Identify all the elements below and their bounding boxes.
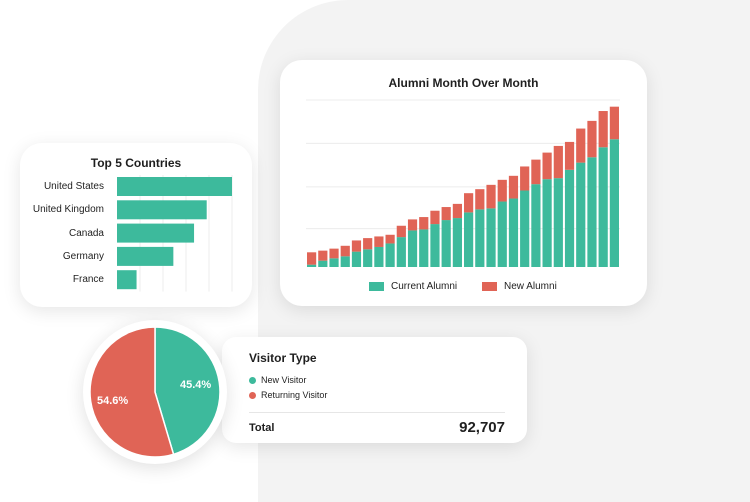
bar-new-alumni: [452, 203, 462, 219]
country-bar: [117, 223, 195, 243]
bar-new-alumni: [407, 219, 418, 231]
bar-current-alumni: [475, 209, 485, 267]
country-bar: [117, 246, 174, 266]
bar-new-alumni: [441, 207, 451, 221]
legend-dot: [249, 376, 256, 384]
top-countries-card: Top 5 Countries United States United King…: [20, 143, 252, 307]
legend-returning-visitor: Returning Visitor: [249, 390, 327, 400]
bar-current-alumni: [385, 243, 395, 267]
bar-new-alumni: [396, 225, 406, 238]
new-visitor-percent: 45.4%: [180, 379, 212, 391]
stacked-bar-chart: [306, 99, 620, 267]
bar-new-alumni: [531, 159, 541, 185]
bar-new-alumni: [419, 217, 429, 230]
bar-current-alumni: [508, 198, 519, 267]
returning-visitor-percent: 54.6%: [97, 395, 129, 407]
bar-current-alumni: [407, 230, 418, 267]
divider: [249, 412, 505, 413]
horizontal-bar-chart: [117, 175, 233, 292]
bar-current-alumni: [452, 218, 462, 267]
bar-new-alumni: [520, 166, 530, 191]
country-label: Canada: [68, 227, 104, 239]
country-label: Germany: [62, 250, 104, 262]
bar-new-alumni: [508, 175, 519, 199]
bar-new-alumni: [307, 252, 317, 265]
bar-current-alumni: [542, 179, 552, 267]
bar-new-alumni: [340, 245, 350, 257]
bar-new-alumni: [363, 238, 373, 250]
country-bar: [117, 200, 207, 220]
bar-current-alumni: [329, 258, 339, 267]
bar-current-alumni: [553, 178, 563, 267]
bar-new-alumni: [430, 210, 440, 225]
bar-current-alumni: [396, 237, 406, 267]
bar-new-alumni: [475, 189, 485, 210]
bar-current-alumni: [374, 246, 384, 267]
alumni-month-card: Alumni Month Over Month Current Alumni N…: [280, 60, 647, 306]
bar-current-alumni: [351, 251, 362, 267]
legend-label: New Alumni: [504, 281, 557, 292]
visitor-type-card: Visitor Type New Visitor Returning Visit…: [222, 337, 527, 443]
bar-current-alumni: [598, 147, 608, 267]
country-label: France: [72, 274, 104, 286]
pie-chart: 45.4% 54.6%: [83, 320, 227, 464]
bar-current-alumni: [307, 264, 317, 267]
bar-current-alumni: [363, 249, 373, 267]
bar-current-alumni: [441, 220, 451, 267]
bar-current-alumni: [340, 256, 350, 267]
legend-label: New Visitor: [261, 375, 307, 385]
bar-new-alumni: [609, 106, 619, 140]
bar-new-alumni: [587, 120, 597, 158]
bar-current-alumni: [531, 184, 541, 267]
legend-current: Current Alumni: [369, 281, 457, 292]
country-bar: [117, 270, 137, 290]
legend-label: Current Alumni: [391, 281, 458, 292]
country-label: United Kingdom: [32, 204, 104, 216]
bar-new-alumni: [374, 236, 384, 247]
bar-current-alumni: [587, 157, 597, 267]
bar-new-alumni: [497, 179, 507, 202]
legend-new: New Alumni: [482, 281, 557, 292]
bar-current-alumni: [564, 169, 575, 267]
bar-new-alumni: [329, 248, 339, 259]
bar-new-alumni: [542, 152, 552, 180]
total-value: 92,707: [459, 419, 505, 436]
bar-new-alumni: [385, 234, 395, 244]
bar-new-alumni: [318, 250, 328, 261]
pie-slice: [154, 326, 221, 456]
bar-new-alumni: [553, 145, 563, 179]
bar-current-alumni: [430, 224, 440, 267]
bar-current-alumni: [520, 190, 530, 267]
bar-current-alumni: [497, 201, 507, 267]
legend-swatch: [482, 282, 497, 291]
chart-title: Top 5 Countries: [90, 156, 182, 170]
bar-current-alumni: [318, 260, 328, 267]
visitor-title: Visitor Type: [249, 351, 317, 365]
bar-current-alumni: [576, 162, 586, 267]
legend-label: Returning Visitor: [261, 390, 328, 400]
pie-svg: [89, 326, 221, 458]
legend-new-visitor: New Visitor: [249, 375, 306, 385]
chart-title: Alumni Month Over Month: [388, 76, 539, 90]
bar-current-alumni: [419, 229, 429, 267]
bar-current-alumni: [486, 208, 496, 267]
bar-new-alumni: [351, 240, 362, 252]
bar-new-alumni: [598, 111, 608, 148]
country-label: United States: [43, 181, 104, 192]
bar-new-alumni: [486, 184, 496, 209]
country-bar: [117, 177, 232, 196]
bar-new-alumni: [464, 193, 474, 213]
bar-new-alumni: [564, 141, 575, 170]
bar-current-alumni: [464, 212, 474, 267]
legend-dot: [249, 391, 256, 399]
bar-new-alumni: [576, 128, 586, 163]
bar-current-alumni: [609, 139, 619, 267]
total-label: Total: [249, 422, 275, 434]
pie-slice: [89, 326, 175, 458]
legend-swatch: [369, 282, 384, 291]
